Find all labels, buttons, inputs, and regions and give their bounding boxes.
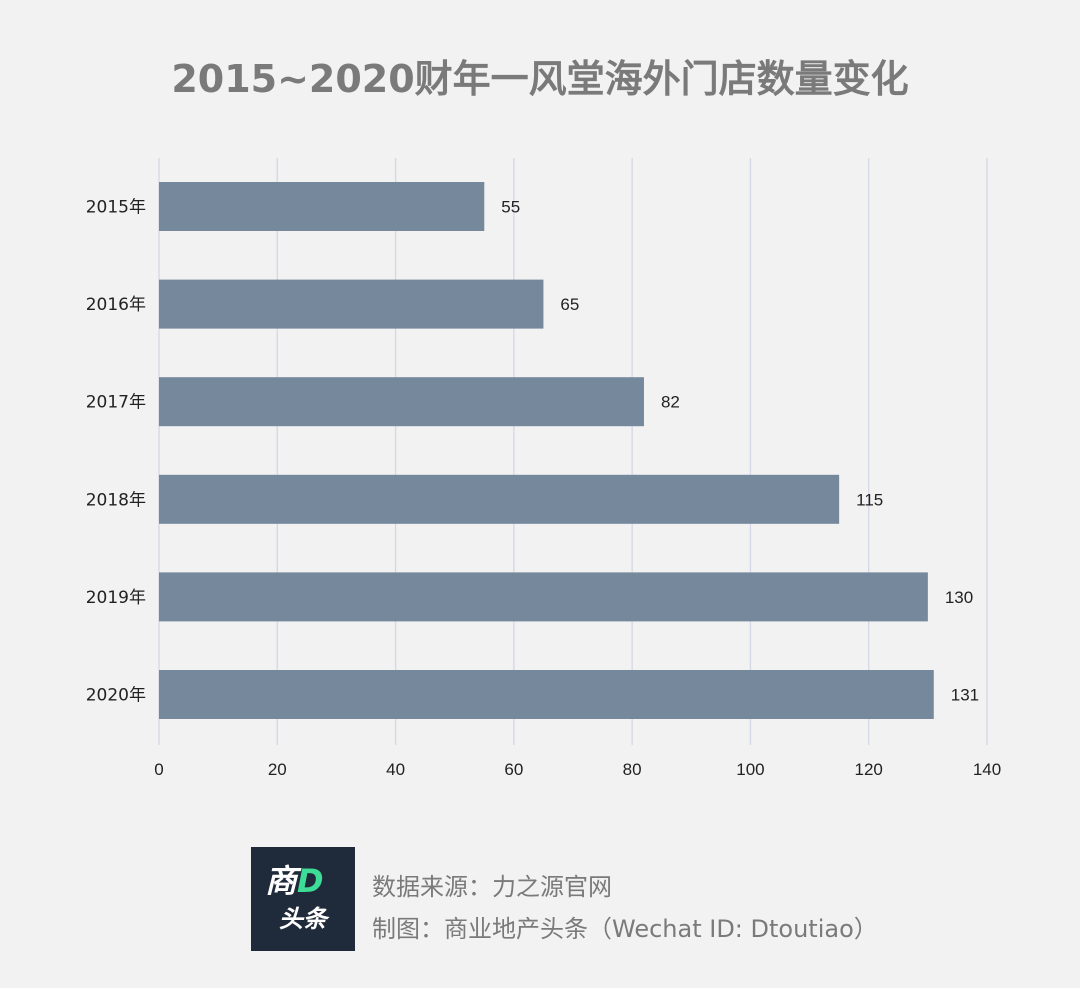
x-tick-label-60: 60	[504, 760, 523, 779]
value-label-2015年: 55	[501, 198, 520, 217]
value-label-2019年: 130	[945, 588, 973, 607]
logo-bottom-text: 头条	[279, 905, 327, 933]
category-label-2018年: 2018年	[86, 490, 146, 510]
category-label-2020年: 2020年	[86, 686, 146, 706]
x-tick-label-140: 140	[973, 760, 1001, 779]
category-label-2019年: 2019年	[86, 588, 146, 608]
value-label-2020年: 131	[951, 686, 979, 705]
value-label-2017年: 82	[661, 393, 680, 412]
data-source-text: 数据来源：力之源官网	[372, 873, 612, 901]
bar-2016年	[159, 279, 544, 329]
x-tick-label-80: 80	[623, 760, 642, 779]
bar-chart: 0 20 40 60 80 100 120 140 2015年 55 2016年 65 2017年 82 2…	[86, 158, 1001, 779]
category-label-2015年: 2015年	[86, 198, 146, 218]
category-label-2016年: 2016年	[86, 295, 146, 315]
x-tick-label-120: 120	[855, 760, 883, 779]
value-label-2016年: 65	[560, 295, 579, 314]
brand-logo: 商D 头条	[251, 847, 355, 951]
bar-2019年	[159, 572, 928, 622]
chart-credit-text: 制图：商业地产头条（Wechat ID: Dtoutiao）	[372, 915, 878, 943]
bar-2017年	[159, 377, 644, 427]
bar-2015年	[159, 182, 485, 231]
x-tick-label-20: 20	[268, 760, 287, 779]
bar-2020年	[159, 670, 934, 719]
x-tick-label-40: 40	[386, 760, 405, 779]
value-label-2018年: 115	[856, 490, 883, 509]
logo-top-text: 商D	[265, 862, 324, 900]
x-tick-label-100: 100	[736, 760, 764, 779]
logo-d-letter: D	[297, 862, 324, 900]
x-tick-label-0: 0	[154, 760, 163, 779]
chart-title: 2015~2020财年一风堂海外门店数量变化	[171, 57, 909, 101]
bar-2018年	[159, 474, 840, 524]
category-label-2017年: 2017年	[86, 393, 146, 413]
